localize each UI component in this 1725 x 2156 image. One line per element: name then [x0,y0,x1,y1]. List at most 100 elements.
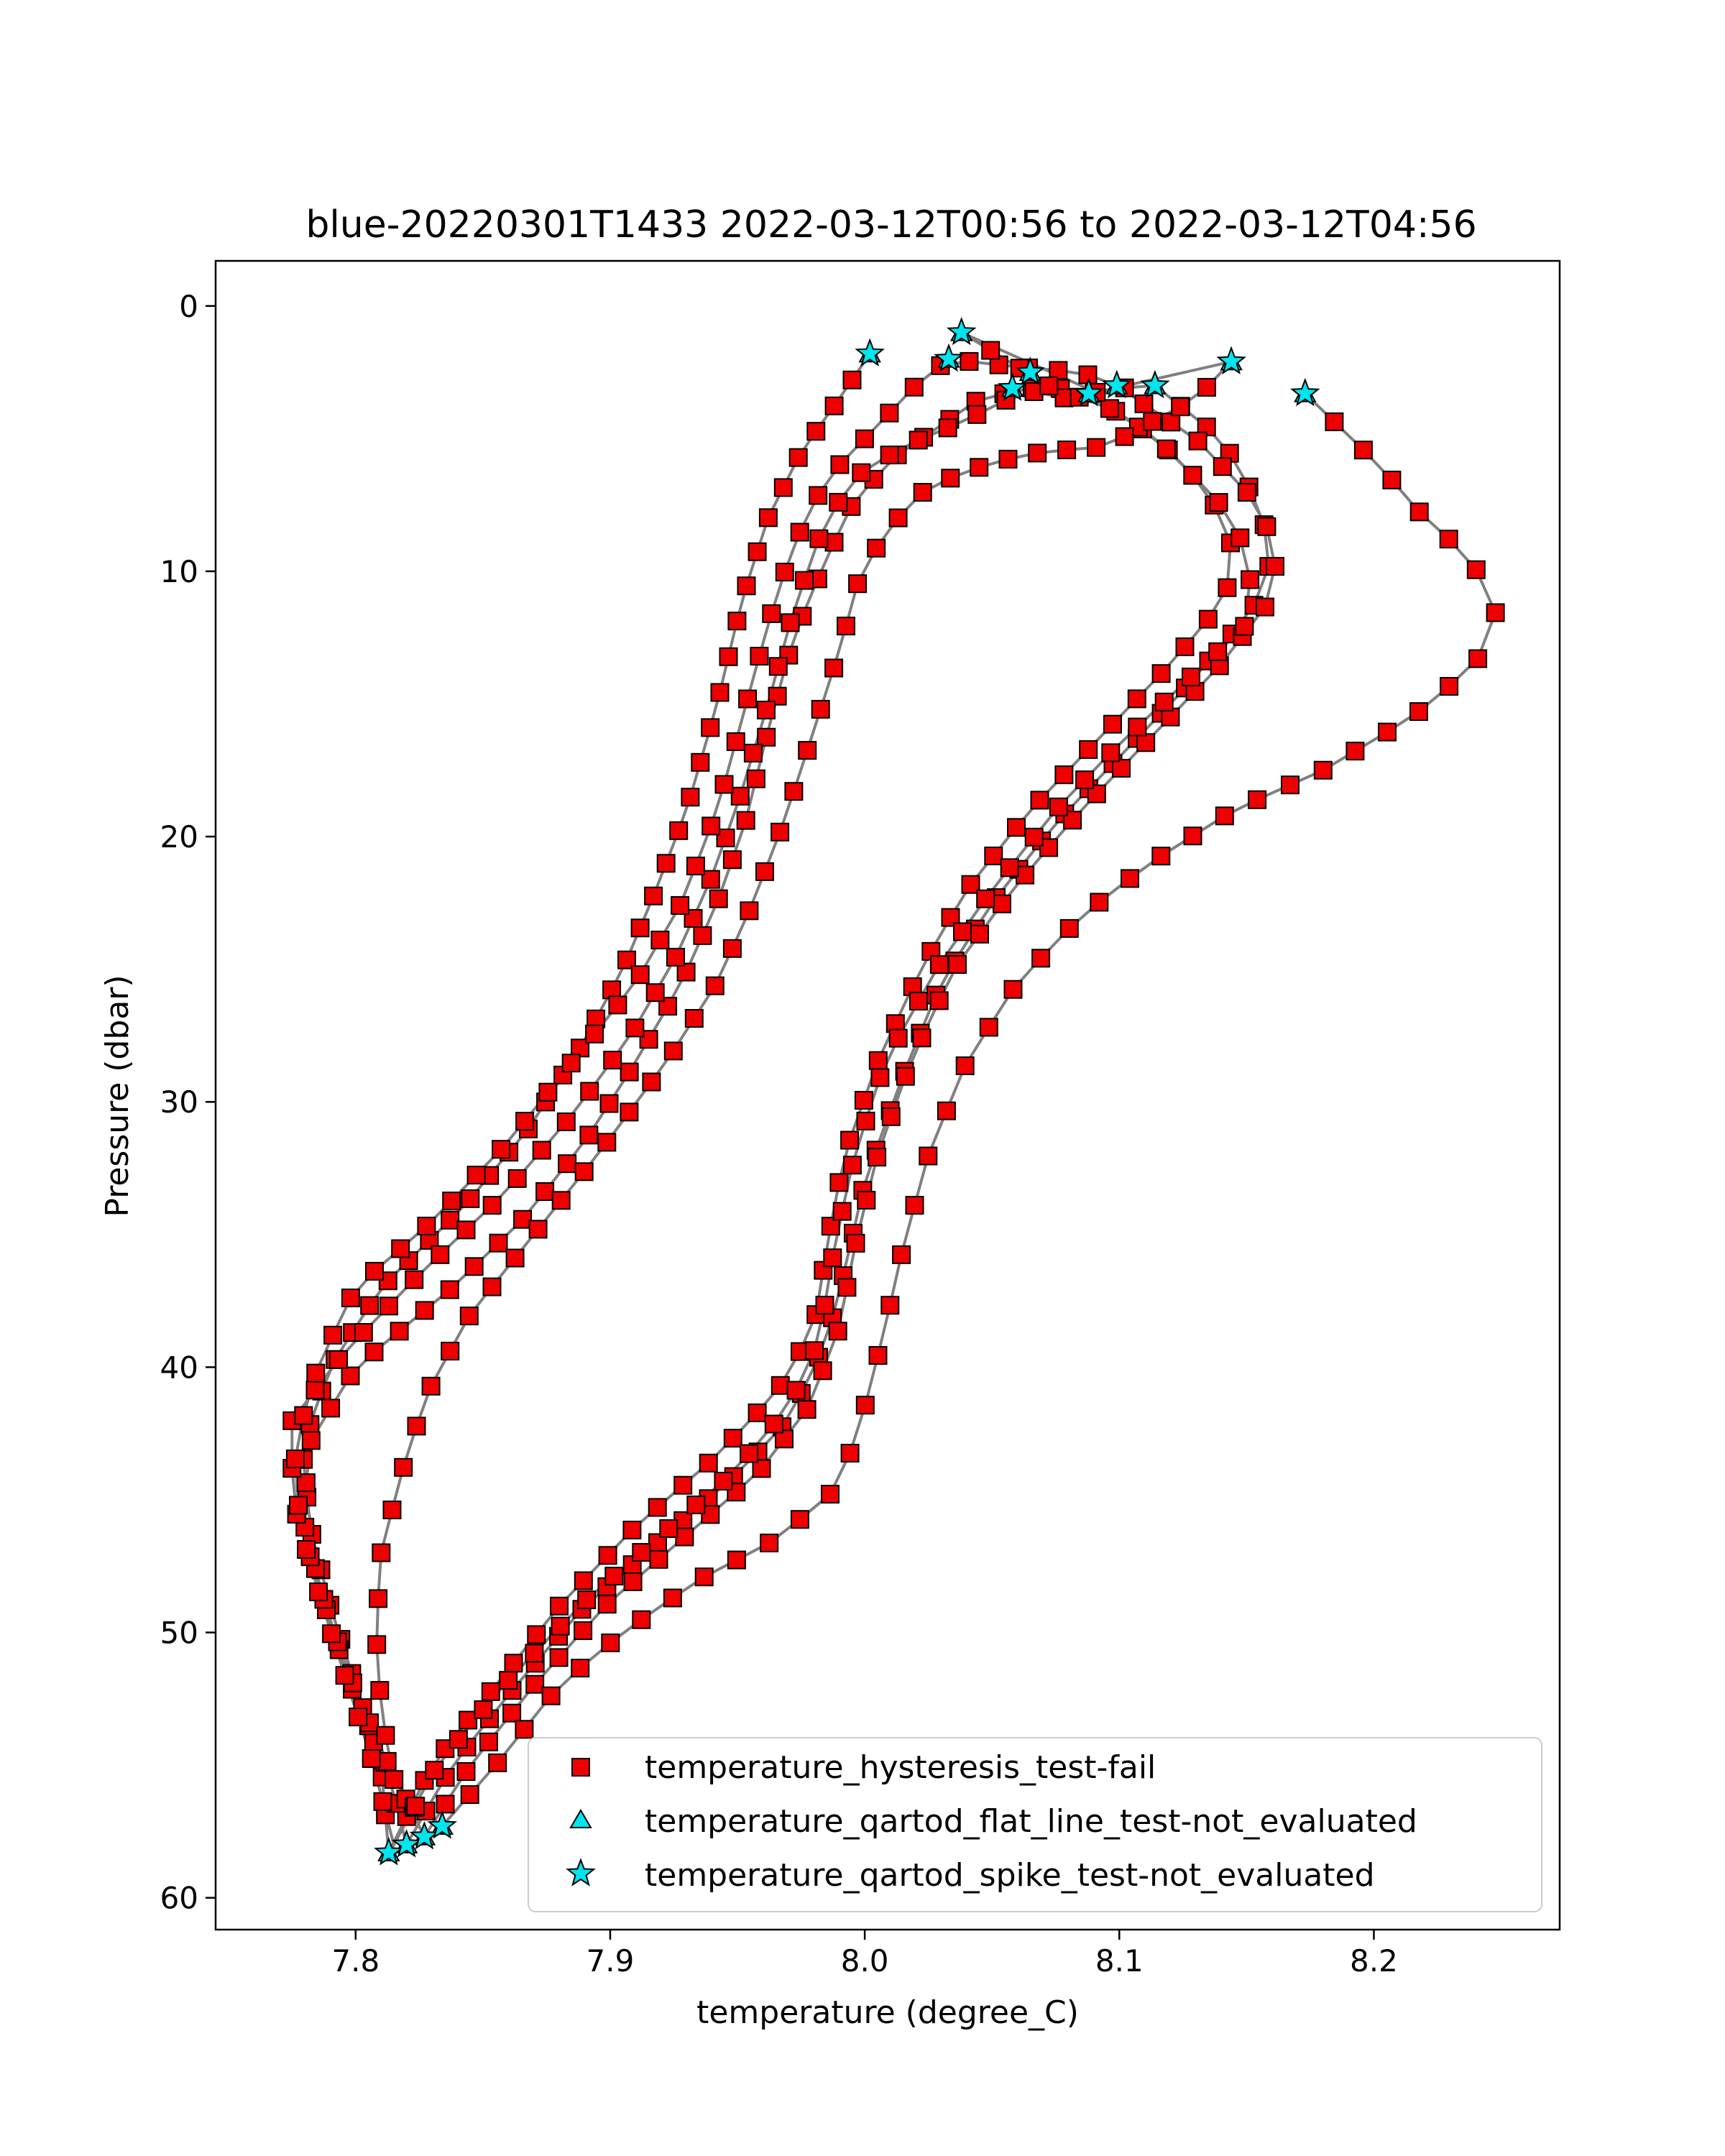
hysteresis-fail-point [301,1431,321,1450]
hysteresis-fail-point [599,1094,619,1113]
hysteresis-fail-point [489,1233,508,1253]
hysteresis-fail-point [824,396,844,415]
hysteresis-fail-point [1101,743,1121,763]
legend-label-hysteresis: temperature_hysteresis_test-fail [645,1749,1156,1786]
hysteresis-fail-point [1049,361,1068,380]
hysteresis-fail-point [781,613,800,632]
hysteresis-fail-point [1182,668,1200,686]
hysteresis-fail-point [709,889,728,908]
hysteresis-fail-point [622,1521,642,1539]
hysteresis-fail-point [880,403,899,423]
hysteresis-fail-point [1440,677,1459,696]
hysteresis-fail-point [1486,603,1505,622]
spike-not-evaluated-point [946,316,977,346]
hysteresis-fail-point [294,1406,313,1425]
hysteresis-fail-point [663,1588,682,1608]
hysteresis-fail-point [714,1472,733,1491]
y-tick-label: 30 [160,1084,198,1120]
x-tick-label: 8.2 [1350,1943,1398,1978]
hysteresis-fail-point [693,926,712,945]
hysteresis-fail-point [499,1671,518,1690]
hysteresis-fail-point [716,828,735,847]
hysteresis-fail-point [360,1296,380,1315]
hysteresis-fail-point [425,1761,444,1780]
hysteresis-fail-point [365,1261,384,1281]
hysteresis-fail-point [1346,742,1365,761]
hysteresis-fail-point [673,1475,693,1495]
hysteresis-fail-point [699,1453,718,1473]
hysteresis-fail-point [809,529,829,548]
hysteresis-fail-point [824,533,844,552]
hysteresis-fail-point [829,492,848,512]
hysteresis-fail-point [1378,722,1397,742]
hysteresis-fail-point [364,1342,384,1362]
hysteresis-fail-point [867,538,886,558]
hysteresis-fail-point [919,1146,938,1166]
hysteresis-fail-point [1185,682,1205,701]
hysteresis-fail-point [1016,865,1035,885]
hysteresis-fail-point [762,604,781,623]
hysteresis-fail-point [1000,858,1019,877]
hysteresis-fail-point [1003,980,1023,999]
hysteresis-fail-point [1325,412,1344,431]
hysteresis-fail-point [830,455,850,474]
hysteresis-fail-point [1121,869,1139,888]
hysteresis-fail-point [440,1280,459,1299]
legend-label-flat-line: temperature_qartod_flat_line_test-not_ev… [645,1803,1417,1840]
y-tick-label: 10 [160,554,198,589]
hysteresis-fail-point [755,862,774,881]
hysteresis-fail-point [1281,775,1300,795]
hysteresis-fail-point [979,1018,998,1037]
hysteresis-fail-point [1100,399,1119,418]
hysteresis-fail-point [813,1361,832,1381]
hysteresis-fail-point [649,1549,668,1569]
hysteresis-fail-point [805,1341,824,1360]
hysteresis-fail-point [585,1024,604,1044]
hysteresis-fail-point [691,752,710,772]
hysteresis-fail-point [1054,765,1074,785]
hysteresis-fail-point [644,886,663,906]
hysteresis-fail-point [527,1625,546,1644]
hysteresis-fail-point [738,689,758,709]
hysteresis-fail-point [1209,493,1228,512]
hysteresis-fail-point [823,1248,842,1268]
hysteresis-fail-point [1215,806,1234,826]
hysteresis-fail-point [837,617,855,636]
hysteresis-fail-point [1230,528,1250,548]
spike-not-evaluated-point [1015,356,1046,385]
spike-not-evaluated-point [1290,377,1320,407]
hysteresis-fail-point [912,1028,932,1048]
hysteresis-fail-point [442,1192,461,1211]
hysteresis-fail-point [603,1051,622,1070]
hysteresis-fail-point [372,1543,391,1562]
hysteresis-fail-point [504,1654,523,1673]
hysteresis-fail-point [321,1399,341,1418]
legend-star-marker [566,1858,596,1886]
hysteresis-fail-point [1237,483,1256,502]
hysteresis-fail-point [406,1797,426,1816]
hysteresis-fail-point [1030,791,1049,810]
hysteresis-fail-point [417,1217,436,1235]
hysteresis-fail-point [1197,377,1216,397]
hysteresis-fail-point [888,1028,908,1048]
hysteresis-fail-point [1208,642,1228,661]
hysteresis-fail-point [535,1182,555,1201]
hysteresis-fail-point [854,1091,873,1110]
y-tick-label: 60 [160,1881,198,1916]
hysteresis-fail-point [937,1101,956,1120]
hysteresis-fail-point [702,816,721,836]
spike-not-evaluated-point [1140,369,1170,399]
hysteresis-fail-point [809,486,828,505]
hysteresis-fail-point [1353,441,1373,460]
x-axis-label: temperature (degree_C) [696,1994,1079,2031]
hysteresis-fail-point [837,1278,857,1297]
hysteresis-fail-point [1128,717,1147,737]
hysteresis-fail-point [380,1296,398,1316]
hysteresis-fail-point [798,741,817,760]
hysteresis-fail-point [464,1257,484,1276]
hysteresis-fail-point [856,1111,875,1130]
hysteresis-fail-point [848,574,868,594]
hysteresis-fail-point [880,1296,900,1315]
spike-not-evaluated-point [374,1837,404,1866]
